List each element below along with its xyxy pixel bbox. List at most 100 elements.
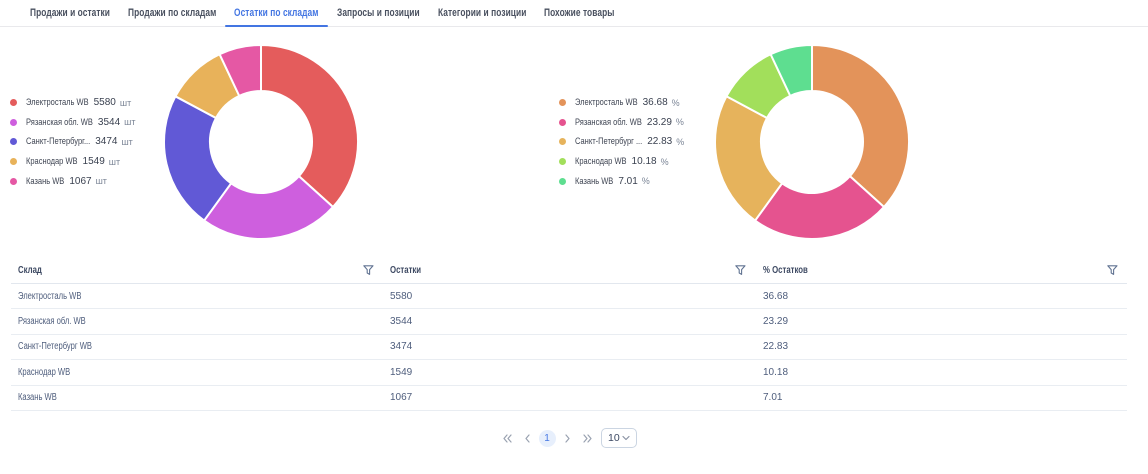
- legend-unit: %: [675, 117, 684, 128]
- tab-label: Похожие товары: [544, 7, 615, 19]
- double-chevron-right-icon: [582, 433, 592, 443]
- table-cell: Электросталь WB: [11, 284, 379, 308]
- table-body: Электросталь WB 5580 36.68 Рязанская обл. W…: [11, 284, 1127, 411]
- table-cell: 10.18: [751, 360, 1127, 384]
- tab-остатки-по-складам[interactable]: Остатки по складам: [225, 0, 328, 27]
- donut-chart-units: [163, 44, 359, 240]
- table-row[interactable]: Санкт-Петербург WB 3474 22.83: [11, 335, 1127, 361]
- tab-категории-и-позиции[interactable]: Категории и позиции: [429, 0, 535, 26]
- legend-item[interactable]: Санкт-Петербург ... 22.83%: [559, 132, 684, 152]
- donut-percent-legend: Электросталь WB 36.68% Рязанская обл. WB 23…: [559, 93, 684, 191]
- legend-dot-icon: [559, 138, 566, 146]
- cell-value: 23.29: [763, 316, 789, 328]
- table-cell: 3544: [379, 309, 751, 333]
- legend-label: Рязанская обл. WB: [26, 116, 93, 128]
- column-filter-button[interactable]: [363, 264, 374, 276]
- chevron-left-icon: [524, 433, 530, 443]
- legend-unit: шт: [119, 97, 132, 108]
- legend-dot-icon: [10, 158, 17, 166]
- table-cell: Рязанская обл. WB: [11, 309, 379, 333]
- pagination-prev-button[interactable]: [517, 427, 537, 449]
- legend-item[interactable]: Санкт-Петербург... 3474 шт: [10, 132, 135, 152]
- column-title: % Остатков: [763, 264, 808, 276]
- table-row[interactable]: Электросталь WB 5580 36.68: [11, 284, 1127, 310]
- cell-value: 10.18: [763, 366, 789, 378]
- legend-label: Санкт-Петербург...: [26, 136, 91, 148]
- table-cell: 1549: [379, 360, 751, 384]
- column-filter-button[interactable]: [735, 264, 746, 276]
- cell-value: 7.01: [763, 392, 783, 404]
- table-cell: 5580: [379, 284, 751, 308]
- column-title: Остатки: [390, 264, 422, 276]
- donut-chart-percent: [714, 44, 910, 240]
- table-cell: Казань WB: [11, 386, 379, 410]
- legend-dot-icon: [559, 99, 566, 107]
- legend-item[interactable]: Казань WB 7.01%: [559, 171, 684, 191]
- cell-value: 22.83: [763, 341, 789, 353]
- legend-unit: шт: [108, 156, 121, 167]
- legend-item[interactable]: Электросталь WB 5580 шт: [10, 93, 135, 113]
- legend-dot-icon: [559, 118, 566, 126]
- donut-slice[interactable]: [203, 175, 335, 240]
- legend-item[interactable]: Рязанская обл. WB 23.29%: [559, 113, 684, 133]
- table-row[interactable]: Рязанская обл. WB 3544 23.29: [11, 309, 1127, 335]
- cell-value: 3474: [390, 341, 413, 353]
- page-size-select[interactable]: 10: [601, 428, 637, 448]
- pagination-page-1[interactable]: 1: [537, 427, 557, 449]
- legend-label: Краснодар WB: [575, 156, 627, 168]
- cell-value: 1549: [390, 366, 413, 378]
- legend-unit: %: [676, 136, 685, 147]
- tab-продажи-по-складам[interactable]: Продажи по складам: [119, 0, 225, 26]
- legend-item[interactable]: Казань WB 1067 шт: [10, 171, 135, 191]
- table-row[interactable]: Краснодар WB 1549 10.18: [11, 360, 1127, 386]
- tab-продажи-и-остатки[interactable]: Продажи и остатки: [21, 0, 119, 26]
- table-header-cell: Склад: [11, 257, 379, 283]
- tab-похожие-товары[interactable]: Похожие товары: [535, 0, 623, 26]
- legend-dot-icon: [10, 118, 17, 126]
- table-header-cell: % Остатков: [751, 257, 1127, 283]
- warehouse-table: Склад Остатки % Остатков Электросталь WB 55…: [11, 257, 1127, 411]
- legend-value: 22.83: [647, 136, 673, 148]
- legend-dot-icon: [10, 138, 17, 146]
- legend-item[interactable]: Краснодар WB 10.18%: [559, 152, 684, 172]
- donut-slice[interactable]: [769, 44, 813, 97]
- legend-label: Электросталь WB: [26, 97, 89, 109]
- cell-value: 3544: [390, 316, 413, 328]
- table-cell: 7.01: [751, 386, 1127, 410]
- legend-unit: шт: [121, 136, 133, 147]
- table-cell: 3474: [379, 335, 751, 359]
- legend-item[interactable]: Краснодар WB 1549 шт: [10, 152, 135, 172]
- legend-label: Казань WB: [575, 175, 614, 187]
- tab-запросы-и-позиции[interactable]: Запросы и позиции: [328, 0, 429, 26]
- table-row[interactable]: Казань WB 1067 7.01: [11, 386, 1127, 411]
- legend-value: 1067: [69, 175, 92, 187]
- column-filter-button[interactable]: [1107, 264, 1118, 276]
- legend-label: Рязанская обл. WB: [575, 116, 642, 128]
- page-size-value: 10: [608, 432, 620, 444]
- donut-slice[interactable]: [218, 44, 262, 97]
- donut-slice[interactable]: [754, 175, 886, 240]
- legend-label: Краснодар WB: [26, 156, 78, 168]
- donut-slice[interactable]: [260, 44, 359, 208]
- legend-item[interactable]: Рязанская обл. WB 3544 шт: [10, 113, 135, 133]
- tab-bar: Продажи и остатки Продажи по складам Остат…: [0, 0, 1148, 27]
- table-header-cell: Остатки: [379, 257, 751, 283]
- legend-value: 23.29: [646, 116, 672, 128]
- pagination-last-button[interactable]: [577, 427, 597, 449]
- legend-unit: %: [641, 176, 650, 187]
- filter-funnel-icon: [1107, 264, 1118, 275]
- donut-slice[interactable]: [811, 44, 910, 208]
- pagination-next-button[interactable]: [557, 427, 577, 449]
- legend-label: Электросталь WB: [575, 97, 638, 109]
- tab-label: Запросы и позиции: [336, 7, 420, 19]
- pagination-first-button[interactable]: [497, 427, 517, 449]
- tab-label: Остатки по складам: [234, 7, 319, 19]
- legend-value: 36.68: [642, 97, 668, 109]
- legend-value: 3474: [95, 136, 118, 148]
- table-cell: Санкт-Петербург WB: [11, 335, 379, 359]
- legend-label: Казань WB: [26, 175, 65, 187]
- legend-item[interactable]: Электросталь WB 36.68%: [559, 93, 684, 113]
- chevron-down-icon: [622, 435, 630, 441]
- cell-value: 36.68: [763, 290, 789, 302]
- legend-unit: шт: [95, 176, 107, 187]
